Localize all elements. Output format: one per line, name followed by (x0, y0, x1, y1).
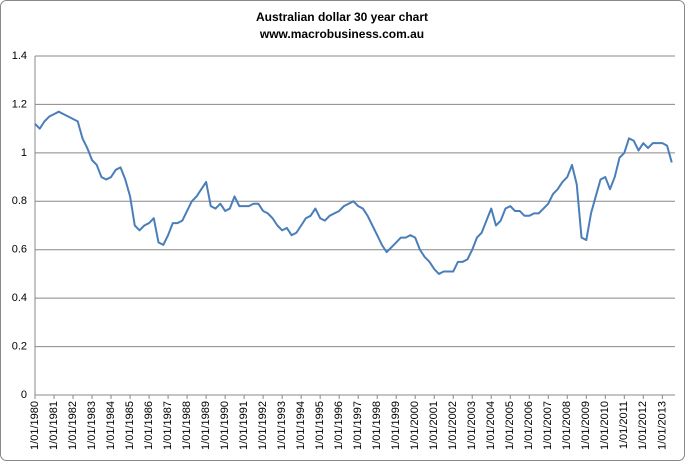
x-tick-label: 1/01/1987 (162, 401, 174, 450)
x-tick-label: 1/01/2008 (561, 401, 573, 450)
x-tick-label: 1/01/1983 (86, 401, 98, 450)
x-tick-label: 1/01/2004 (485, 401, 497, 450)
x-tick-label: 1/01/2000 (409, 401, 421, 450)
x-tick-label: 1/01/1984 (105, 401, 117, 450)
x-tick-label: 1/01/1985 (124, 401, 136, 450)
y-tick-label: 0 (21, 389, 27, 401)
x-tick-label: 1/01/2009 (580, 401, 592, 450)
x-tick-label: 1/01/1980 (29, 401, 41, 450)
x-tick-label: 1/01/2006 (523, 401, 535, 450)
x-tick-label: 1/01/1982 (67, 401, 79, 450)
x-tick-label: 1/01/1992 (257, 401, 269, 450)
x-tick-label: 1/01/2001 (428, 401, 440, 450)
y-tick-label: 0.4 (12, 292, 27, 304)
y-tick-label: 1.4 (12, 50, 27, 62)
x-tick-label: 1/01/2005 (504, 401, 516, 450)
x-tick-label: 1/01/2003 (466, 401, 478, 450)
x-tick-label: 1/01/2012 (637, 401, 649, 450)
x-tick-label: 1/01/2007 (542, 401, 554, 450)
x-tick-label: 1/01/1993 (276, 401, 288, 450)
chart-subtitle: www.macrobusiness.com.au (259, 27, 424, 41)
x-tick-label: 1/01/2010 (599, 401, 611, 450)
y-tick-label: 0.8 (12, 195, 27, 207)
x-tick-label: 1/01/1989 (200, 401, 212, 450)
x-tick-label: 1/01/1990 (219, 401, 231, 450)
x-tick-label: 1/01/1995 (314, 401, 326, 450)
x-tick-label: 1/01/1991 (238, 401, 250, 450)
x-tick-label: 1/01/1981 (48, 401, 60, 450)
x-tick-label: 1/01/1996 (333, 401, 345, 450)
x-tick-label: 1/01/2011 (618, 401, 630, 449)
y-tick-label: 1 (21, 147, 27, 159)
x-tick-label: 1/01/1999 (390, 401, 402, 450)
x-tick-label: 1/01/2013 (656, 401, 668, 450)
x-tick-label: 1/01/1998 (371, 401, 383, 450)
y-tick-label: 1.2 (12, 98, 27, 110)
data-line (34, 110, 673, 275)
x-tick-label: 1/01/1994 (295, 401, 307, 450)
x-tick-label: 1/01/1997 (352, 401, 364, 450)
x-tick-label: 1/01/1988 (181, 401, 193, 450)
y-tick-label: 0.2 (12, 340, 27, 352)
x-tick-label: 1/01/2002 (447, 401, 459, 450)
chart-title: Australian dollar 30 year chart (256, 10, 428, 24)
x-tick-label: 1/01/1986 (143, 401, 155, 450)
y-tick-label: 0.6 (12, 244, 27, 256)
